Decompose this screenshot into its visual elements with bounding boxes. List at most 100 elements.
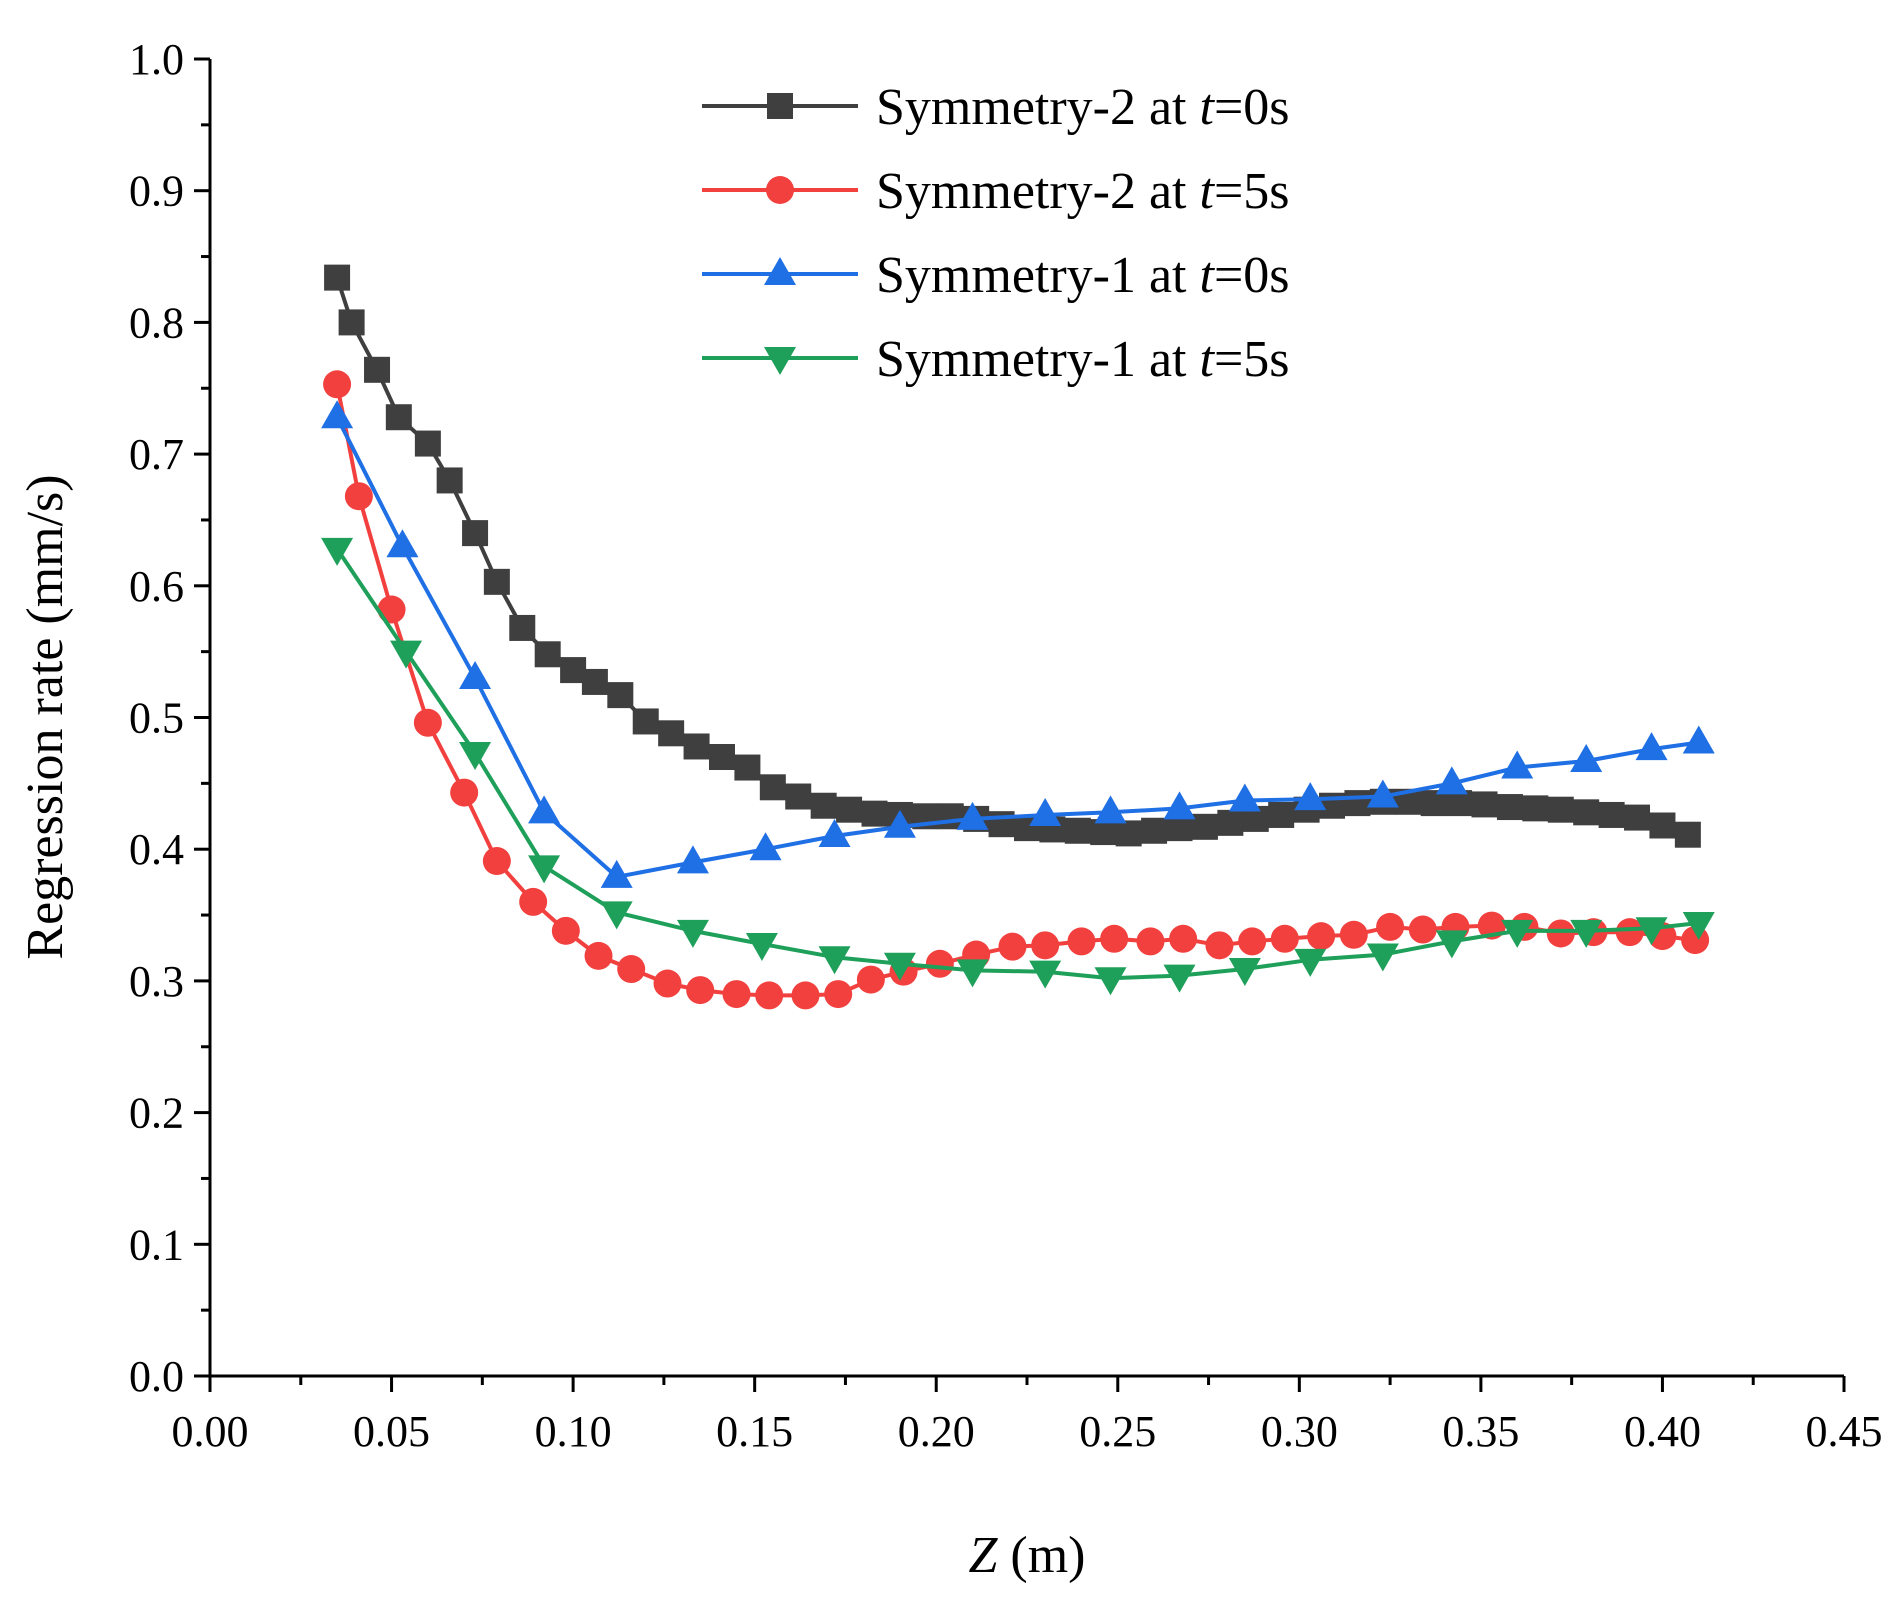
data-point bbox=[323, 370, 352, 399]
x-axis-title: Z (m) bbox=[968, 1527, 1085, 1584]
legend-marker bbox=[764, 257, 796, 285]
x-tick-label: 0.30 bbox=[1261, 1407, 1338, 1456]
data-point bbox=[1570, 743, 1603, 772]
data-point bbox=[818, 819, 851, 848]
data-point bbox=[1682, 725, 1715, 754]
legend-label: Symmetry-2 at t=5s bbox=[876, 163, 1290, 220]
y-tick-label: 0.7 bbox=[129, 430, 184, 479]
data-point bbox=[1191, 813, 1218, 840]
data-point bbox=[676, 845, 709, 874]
data-point bbox=[1228, 783, 1261, 812]
data-point bbox=[1294, 782, 1327, 811]
data-point bbox=[824, 980, 853, 1009]
data-point bbox=[883, 809, 916, 838]
data-point bbox=[1635, 917, 1668, 946]
y-tick-label: 0.3 bbox=[129, 957, 184, 1006]
data-point bbox=[791, 981, 820, 1010]
data-point bbox=[1366, 779, 1399, 808]
data-point bbox=[1496, 794, 1523, 821]
data-point bbox=[413, 708, 442, 737]
data-point bbox=[1366, 943, 1399, 972]
data-point bbox=[509, 614, 536, 641]
x-tick-label: 0.25 bbox=[1079, 1407, 1156, 1456]
data-point bbox=[1344, 790, 1371, 817]
legend-marker bbox=[767, 93, 793, 119]
data-point bbox=[1674, 821, 1701, 848]
data-point bbox=[956, 801, 989, 830]
data-point bbox=[1598, 801, 1625, 828]
data-point bbox=[1067, 927, 1096, 956]
data-point bbox=[1163, 964, 1196, 993]
data-point bbox=[534, 641, 561, 668]
data-point bbox=[1615, 918, 1644, 947]
data-point bbox=[584, 941, 613, 970]
data-point bbox=[483, 568, 510, 595]
data-point bbox=[1217, 809, 1244, 836]
data-point bbox=[1294, 948, 1327, 977]
y-ticks: 0.0 0.1 0.2 0.3 0.4 0.5 0.6 0.7 0.8 0.9 1.0 bbox=[129, 35, 210, 1401]
data-point bbox=[385, 404, 412, 431]
data-point bbox=[1064, 817, 1091, 844]
data-point bbox=[414, 430, 441, 457]
data-point bbox=[519, 887, 548, 916]
x-tick-label: 0.00 bbox=[172, 1407, 249, 1456]
data-point bbox=[436, 467, 463, 494]
y-tick-label: 0.2 bbox=[129, 1089, 184, 1138]
data-point bbox=[1376, 912, 1405, 941]
data-point bbox=[1446, 790, 1473, 817]
data-point bbox=[836, 796, 863, 823]
data-point bbox=[528, 795, 561, 824]
data-point bbox=[998, 932, 1027, 961]
data-point bbox=[632, 708, 659, 735]
data-point bbox=[364, 356, 391, 383]
y-tick-label: 0.5 bbox=[129, 694, 184, 743]
data-point bbox=[686, 976, 715, 1005]
series-3 bbox=[321, 400, 1715, 888]
data-point bbox=[1205, 931, 1234, 960]
x-ticks: 0.00 0.05 0.10 0.15 0.20 0.25 0.30 0.35 0.40 0.45 bbox=[172, 1376, 1883, 1456]
data-point bbox=[1090, 819, 1117, 846]
data-point bbox=[653, 969, 682, 998]
y-tick-label: 0.1 bbox=[129, 1220, 184, 1269]
legend: Symmetry-2 at t=0s Symmetry-2 at t=5s Symm… bbox=[702, 79, 1290, 388]
data-point bbox=[1238, 927, 1267, 956]
data-point bbox=[810, 792, 837, 819]
legend-label: Symmetry-1 at t=0s bbox=[876, 247, 1290, 304]
legend-marker bbox=[766, 176, 794, 204]
x-axis-title-unit: (m) bbox=[997, 1527, 1085, 1584]
data-point bbox=[528, 855, 561, 884]
data-point bbox=[581, 668, 608, 695]
data-point bbox=[1270, 924, 1299, 953]
data-point bbox=[683, 733, 710, 760]
data-point bbox=[1435, 766, 1468, 795]
data-point bbox=[344, 482, 373, 511]
data-point bbox=[785, 783, 812, 810]
data-point bbox=[1094, 795, 1127, 824]
x-tick-label: 0.35 bbox=[1442, 1407, 1519, 1456]
series-4 bbox=[321, 537, 1715, 996]
data-point bbox=[1501, 919, 1534, 948]
data-point bbox=[551, 916, 580, 945]
data-point bbox=[482, 847, 511, 876]
data-point bbox=[390, 640, 423, 669]
data-point bbox=[745, 933, 778, 962]
data-point bbox=[1136, 927, 1165, 956]
data-point bbox=[1307, 922, 1336, 951]
data-point bbox=[321, 537, 354, 566]
data-point bbox=[1408, 915, 1437, 944]
data-point bbox=[1029, 960, 1062, 989]
data-point bbox=[377, 595, 406, 624]
x-tick-label: 0.05 bbox=[353, 1407, 430, 1456]
data-point bbox=[708, 744, 735, 771]
x-axis-title-variable: Z bbox=[968, 1527, 998, 1584]
series-layer bbox=[321, 264, 1715, 1010]
data-point bbox=[1166, 815, 1193, 842]
legend-item: Symmetry-2 at t=5s bbox=[702, 163, 1290, 220]
data-point bbox=[658, 720, 685, 747]
data-point bbox=[956, 959, 989, 988]
data-point bbox=[459, 660, 492, 689]
data-point bbox=[856, 965, 885, 994]
data-point bbox=[1339, 920, 1368, 949]
data-point bbox=[600, 859, 633, 888]
data-point bbox=[1029, 797, 1062, 826]
